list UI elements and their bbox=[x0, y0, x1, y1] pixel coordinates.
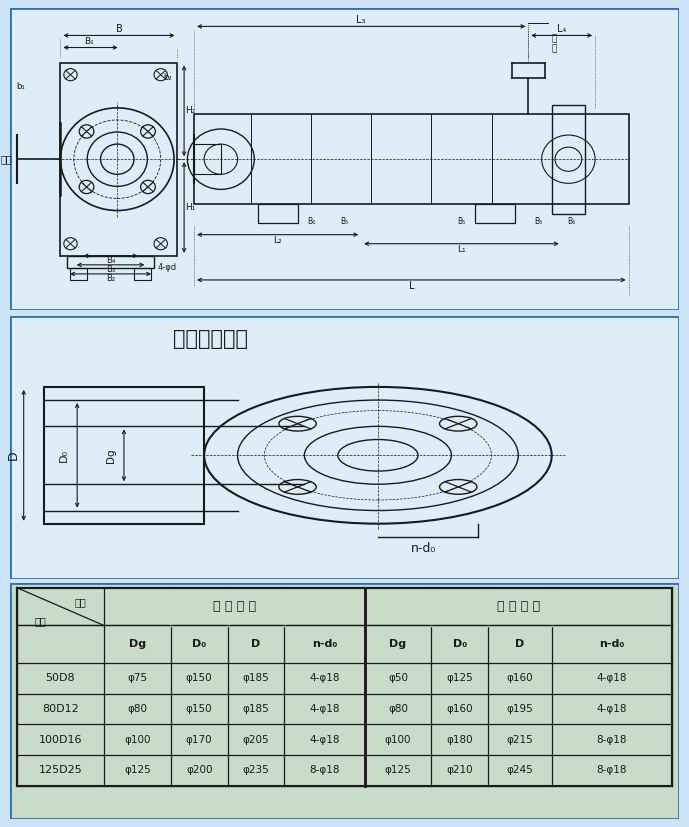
Bar bbox=[61, 63, 178, 256]
Text: 出
水: 出 水 bbox=[552, 34, 557, 54]
Text: 4-φ18: 4-φ18 bbox=[597, 704, 627, 715]
Text: L₃: L₃ bbox=[356, 16, 366, 26]
Text: φ245: φ245 bbox=[506, 766, 533, 776]
Text: B₆: B₆ bbox=[568, 217, 576, 226]
Text: 80D12: 80D12 bbox=[42, 704, 79, 715]
Text: 4-φ18: 4-φ18 bbox=[597, 673, 627, 683]
Text: φ50: φ50 bbox=[388, 673, 408, 683]
Text: 尺寸: 尺寸 bbox=[34, 616, 46, 626]
Bar bbox=[134, 268, 151, 280]
Text: Dg: Dg bbox=[129, 639, 146, 649]
Text: D: D bbox=[515, 639, 524, 649]
Bar bbox=[194, 114, 628, 204]
Text: L: L bbox=[409, 281, 414, 291]
Bar bbox=[258, 204, 298, 222]
Text: φ195: φ195 bbox=[506, 704, 533, 715]
Text: b₁: b₁ bbox=[16, 82, 25, 91]
Text: D: D bbox=[251, 639, 260, 649]
Text: φ125: φ125 bbox=[384, 766, 411, 776]
Text: B₂: B₂ bbox=[106, 274, 115, 283]
Bar bbox=[475, 204, 515, 222]
Text: 50D8: 50D8 bbox=[45, 673, 75, 683]
Text: φ150: φ150 bbox=[186, 673, 212, 683]
Text: 4-φ18: 4-φ18 bbox=[309, 704, 340, 715]
Bar bbox=[194, 144, 221, 174]
Text: φ205: φ205 bbox=[243, 734, 269, 745]
Text: φ215: φ215 bbox=[506, 734, 533, 745]
Bar bbox=[552, 105, 585, 213]
Text: L₄: L₄ bbox=[557, 25, 566, 35]
Text: Dg: Dg bbox=[389, 639, 407, 649]
Text: B₄: B₄ bbox=[106, 256, 115, 265]
Text: 4-φd: 4-φd bbox=[157, 263, 176, 272]
Text: φ125: φ125 bbox=[124, 766, 151, 776]
Text: φ170: φ170 bbox=[186, 734, 212, 745]
Bar bbox=[70, 268, 88, 280]
Text: φ80: φ80 bbox=[388, 704, 408, 715]
Text: L₁: L₁ bbox=[457, 246, 466, 254]
Text: φ80: φ80 bbox=[127, 704, 147, 715]
Text: φ160: φ160 bbox=[506, 673, 533, 683]
Text: 4-φ18: 4-φ18 bbox=[309, 734, 340, 745]
Text: φ185: φ185 bbox=[243, 673, 269, 683]
Text: B₅: B₅ bbox=[340, 217, 349, 226]
Text: φ125: φ125 bbox=[446, 673, 473, 683]
Text: 125D25: 125D25 bbox=[39, 766, 82, 776]
Text: D: D bbox=[7, 451, 20, 460]
Bar bbox=[44, 387, 204, 523]
Text: D₀: D₀ bbox=[59, 449, 69, 461]
Text: 吐 出 法 兰: 吐 出 法 兰 bbox=[497, 600, 539, 613]
Bar bbox=[17, 588, 672, 786]
Text: φ210: φ210 bbox=[446, 766, 473, 776]
Text: φ200: φ200 bbox=[186, 766, 212, 776]
Text: B₅: B₅ bbox=[457, 217, 466, 226]
Text: φ160: φ160 bbox=[446, 704, 473, 715]
Text: 100D16: 100D16 bbox=[39, 734, 82, 745]
Text: L₂: L₂ bbox=[274, 237, 282, 245]
Text: Dg: Dg bbox=[105, 448, 116, 462]
Text: φ180: φ180 bbox=[446, 734, 473, 745]
Text: B: B bbox=[116, 25, 123, 35]
Text: n-d₀: n-d₀ bbox=[311, 639, 337, 649]
Text: b₂: b₂ bbox=[163, 74, 172, 82]
Text: H₂: H₂ bbox=[185, 107, 196, 116]
Text: B₆: B₆ bbox=[307, 217, 315, 226]
Text: 8-φ18: 8-φ18 bbox=[309, 766, 340, 776]
Text: D₀: D₀ bbox=[453, 639, 467, 649]
Text: φ185: φ185 bbox=[243, 704, 269, 715]
Text: φ100: φ100 bbox=[124, 734, 151, 745]
Text: φ75: φ75 bbox=[127, 673, 147, 683]
Text: 8-φ18: 8-φ18 bbox=[597, 766, 627, 776]
Text: 8-φ18: 8-φ18 bbox=[597, 734, 627, 745]
Text: 4-φ18: 4-φ18 bbox=[309, 673, 340, 683]
Text: 进水: 进水 bbox=[0, 154, 12, 165]
Bar bbox=[67, 256, 154, 268]
Text: 型号: 型号 bbox=[74, 597, 86, 607]
Text: n-d₀: n-d₀ bbox=[411, 542, 437, 555]
Text: n-d₀: n-d₀ bbox=[599, 639, 624, 649]
Text: φ100: φ100 bbox=[384, 734, 411, 745]
Text: H₁: H₁ bbox=[185, 203, 196, 212]
Text: φ235: φ235 bbox=[243, 766, 269, 776]
Text: B₃: B₃ bbox=[106, 265, 115, 274]
Text: 吸 入 法 兰: 吸 入 法 兰 bbox=[213, 600, 256, 613]
Text: B₅: B₅ bbox=[534, 217, 542, 226]
Text: B₁: B₁ bbox=[84, 37, 94, 46]
Text: 吸入吐出法兰: 吸入吐出法兰 bbox=[174, 329, 248, 349]
Text: D₀: D₀ bbox=[192, 639, 206, 649]
Text: φ150: φ150 bbox=[186, 704, 212, 715]
